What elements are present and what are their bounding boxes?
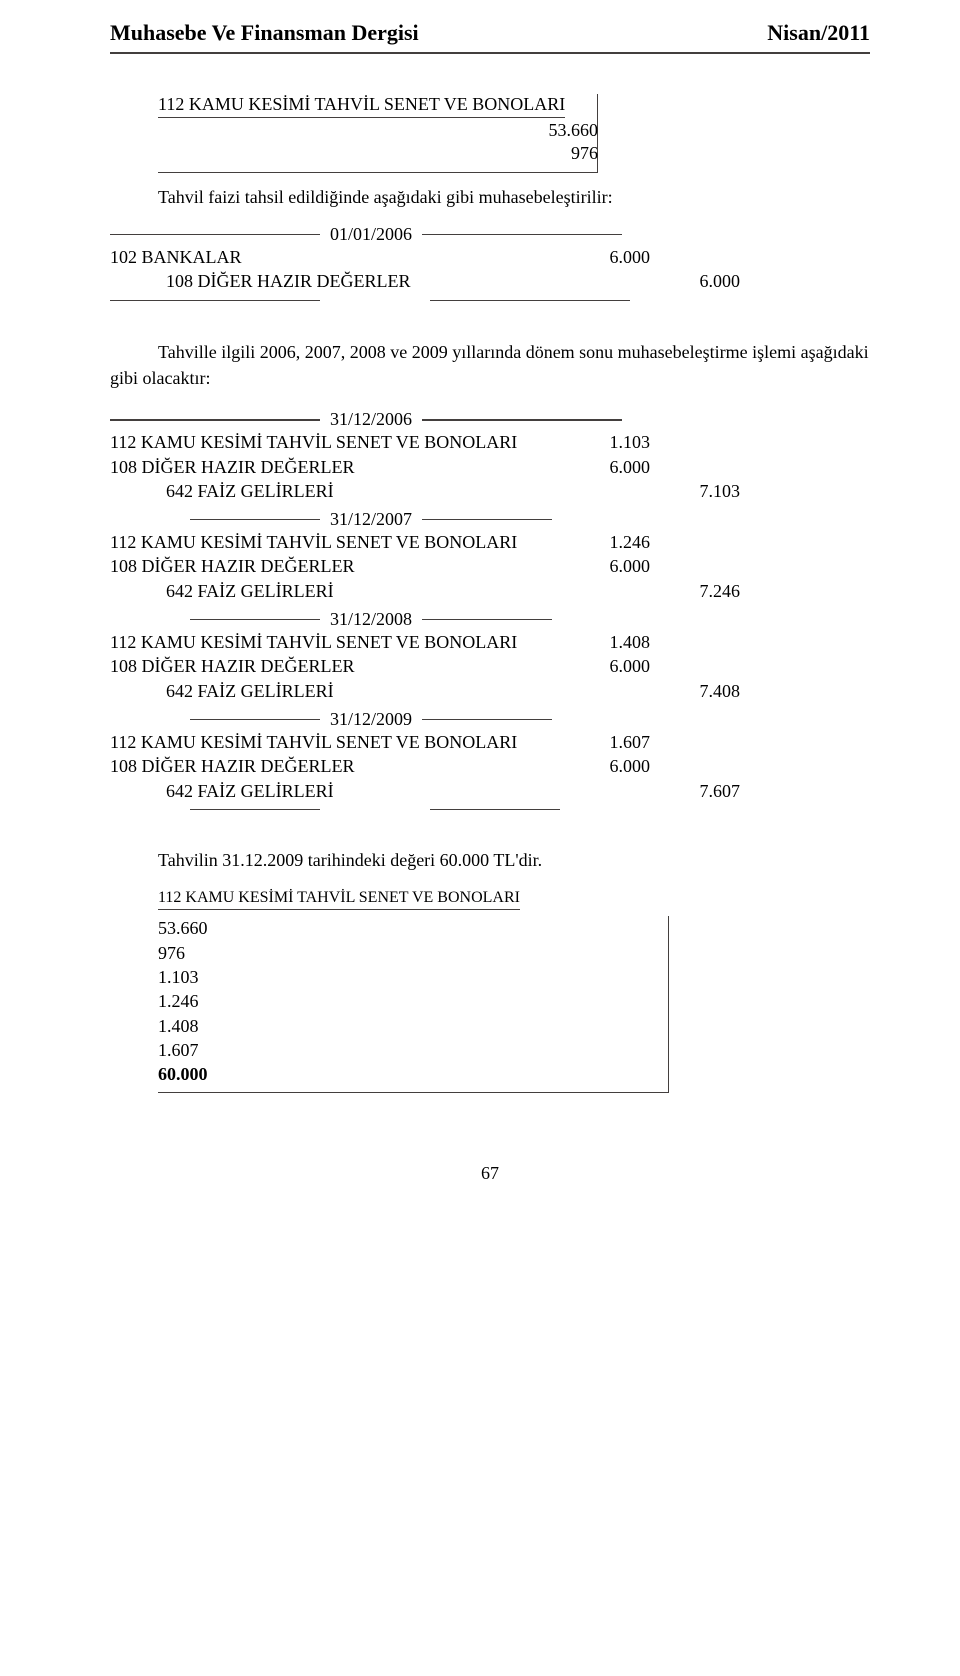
journal-row: 108 DİĞER HAZIR DEĞERLER6.000 bbox=[110, 455, 870, 479]
journal-row: 642 FAİZ GELİRLERİ 7.408 bbox=[110, 679, 870, 703]
journal-credit: 7.607 bbox=[660, 779, 750, 803]
journal-credit bbox=[660, 554, 750, 578]
final-total: 60.000 bbox=[158, 1062, 208, 1086]
journal-desc: 108 DİĞER HAZIR DEĞERLER bbox=[110, 554, 570, 578]
journal-debit bbox=[570, 269, 660, 293]
journal-debit: 6.000 bbox=[570, 654, 660, 678]
page-number: 67 bbox=[110, 1163, 870, 1184]
journal-desc: 642 FAİZ GELİRLERİ bbox=[110, 579, 570, 603]
journal-date: 31/12/2008 bbox=[320, 609, 422, 630]
journal-debit: 1.408 bbox=[570, 630, 660, 654]
journal-row: 108 DİĞER HAZIR DEĞERLER6.000 bbox=[110, 554, 870, 578]
journal-desc: 642 FAİZ GELİRLERİ bbox=[110, 479, 570, 503]
journal-date: 01/01/2006 bbox=[320, 224, 422, 245]
journal-row: 642 FAİZ GELİRLERİ 7.246 bbox=[110, 579, 870, 603]
journal-debit: 6.000 bbox=[570, 754, 660, 778]
journal-row: 108 DİĞER HAZIR DEĞERLER 6.000 bbox=[110, 269, 870, 293]
journal-debit bbox=[570, 779, 660, 803]
final-value: 1.607 bbox=[158, 1038, 208, 1062]
journal-desc: 108 DİĞER HAZIR DEĞERLER bbox=[110, 455, 570, 479]
journal-desc: 112 KAMU KESİMİ TAHVİL SENET VE BONOLARI bbox=[110, 730, 570, 754]
issue-date: Nisan/2011 bbox=[767, 20, 870, 46]
journal-credit bbox=[660, 245, 750, 269]
journal-credit: 7.246 bbox=[660, 579, 750, 603]
journal-desc: 108 DİĞER HAZIR DEĞERLER bbox=[110, 654, 570, 678]
journal-row: 108 DİĞER HAZIR DEĞERLER6.000 bbox=[110, 654, 870, 678]
journal-credit: 7.103 bbox=[660, 479, 750, 503]
final-account-title: 112 KAMU KESİMİ TAHVİL SENET VE BONOLARI bbox=[158, 889, 520, 910]
journal-credit bbox=[660, 530, 750, 554]
final-value: 1.103 bbox=[158, 965, 208, 989]
journal-debit: 6.000 bbox=[570, 245, 660, 269]
final-value: 53.660 bbox=[158, 916, 208, 940]
journal-row: 112 KAMU KESİMİ TAHVİL SENET VE BONOLARI… bbox=[110, 430, 870, 454]
journal-credit bbox=[660, 455, 750, 479]
account-title: 112 KAMU KESİMİ TAHVİL SENET VE BONOLARI bbox=[158, 94, 565, 118]
journal-date: 31/12/2007 bbox=[320, 509, 422, 530]
journal-credit: 7.408 bbox=[660, 679, 750, 703]
journal-desc: 112 KAMU KESİMİ TAHVİL SENET VE BONOLARI bbox=[110, 430, 570, 454]
final-value: 1.246 bbox=[158, 989, 208, 1013]
journal-desc: 112 KAMU KESİMİ TAHVİL SENET VE BONOLARI bbox=[110, 530, 570, 554]
journal-row: 112 KAMU KESİMİ TAHVİL SENET VE BONOLARI… bbox=[110, 530, 870, 554]
journal-date: 31/12/2009 bbox=[320, 709, 422, 730]
final-paragraph: Tahvilin 31.12.2009 tarihindeki değeri 6… bbox=[158, 850, 870, 871]
journal-row: 642 FAİZ GELİRLERİ 7.607 bbox=[110, 779, 870, 803]
journal-first: 01/01/2006 102 BANKALAR6.000108 DİĞER HA… bbox=[110, 224, 870, 301]
journals-block: 31/12/2006112 KAMU KESİMİ TAHVİL SENET V… bbox=[110, 409, 870, 810]
journal-row: 642 FAİZ GELİRLERİ 7.103 bbox=[110, 479, 870, 503]
journal-debit bbox=[570, 479, 660, 503]
journal-desc: 108 DİĞER HAZIR DEĞERLER bbox=[110, 269, 570, 293]
intro-paragraph: Tahvil faizi tahsil edildiğinde aşağıdak… bbox=[158, 187, 870, 208]
journal-debit bbox=[570, 679, 660, 703]
final-value: 976 bbox=[158, 941, 208, 965]
journal-debit: 1.103 bbox=[570, 430, 660, 454]
journal-desc: 642 FAİZ GELİRLERİ bbox=[110, 779, 570, 803]
journal-row: 108 DİĞER HAZIR DEĞERLER6.000 bbox=[110, 754, 870, 778]
page-header: Muhasebe Ve Finansman Dergisi Nisan/2011 bbox=[110, 20, 870, 54]
journal-desc: 642 FAİZ GELİRLERİ bbox=[110, 679, 570, 703]
journal-credit bbox=[660, 754, 750, 778]
journal-credit bbox=[660, 654, 750, 678]
journal-date: 31/12/2006 bbox=[320, 409, 422, 430]
journal-debit bbox=[570, 579, 660, 603]
journal-row: 112 KAMU KESİMİ TAHVİL SENET VE BONOLARI… bbox=[110, 630, 870, 654]
journal-desc: 108 DİĞER HAZIR DEĞERLER bbox=[110, 754, 570, 778]
account-box-top: 112 KAMU KESİMİ TAHVİL SENET VE BONOLARI… bbox=[158, 94, 870, 173]
account-value-2: 976 bbox=[158, 143, 598, 164]
journal-debit: 1.246 bbox=[570, 530, 660, 554]
journal-debit: 1.607 bbox=[570, 730, 660, 754]
journal-credit: 6.000 bbox=[660, 269, 750, 293]
journal-desc: 102 BANKALAR bbox=[110, 245, 570, 269]
final-value: 1.408 bbox=[158, 1014, 208, 1038]
mid-paragraph: Tahville ilgili 2006, 2007, 2008 ve 2009… bbox=[110, 339, 870, 391]
final-account-box: 112 KAMU KESİMİ TAHVİL SENET VE BONOLARI… bbox=[158, 889, 870, 1093]
journal-row: 102 BANKALAR6.000 bbox=[110, 245, 870, 269]
journal-desc: 112 KAMU KESİMİ TAHVİL SENET VE BONOLARI bbox=[110, 630, 570, 654]
journal-row: 112 KAMU KESİMİ TAHVİL SENET VE BONOLARI… bbox=[110, 730, 870, 754]
account-value-1: 53.660 bbox=[158, 120, 598, 141]
journal-debit: 6.000 bbox=[570, 455, 660, 479]
journal-title: Muhasebe Ve Finansman Dergisi bbox=[110, 20, 419, 46]
journal-credit bbox=[660, 430, 750, 454]
journal-debit: 6.000 bbox=[570, 554, 660, 578]
journal-credit bbox=[660, 730, 750, 754]
journal-credit bbox=[660, 630, 750, 654]
